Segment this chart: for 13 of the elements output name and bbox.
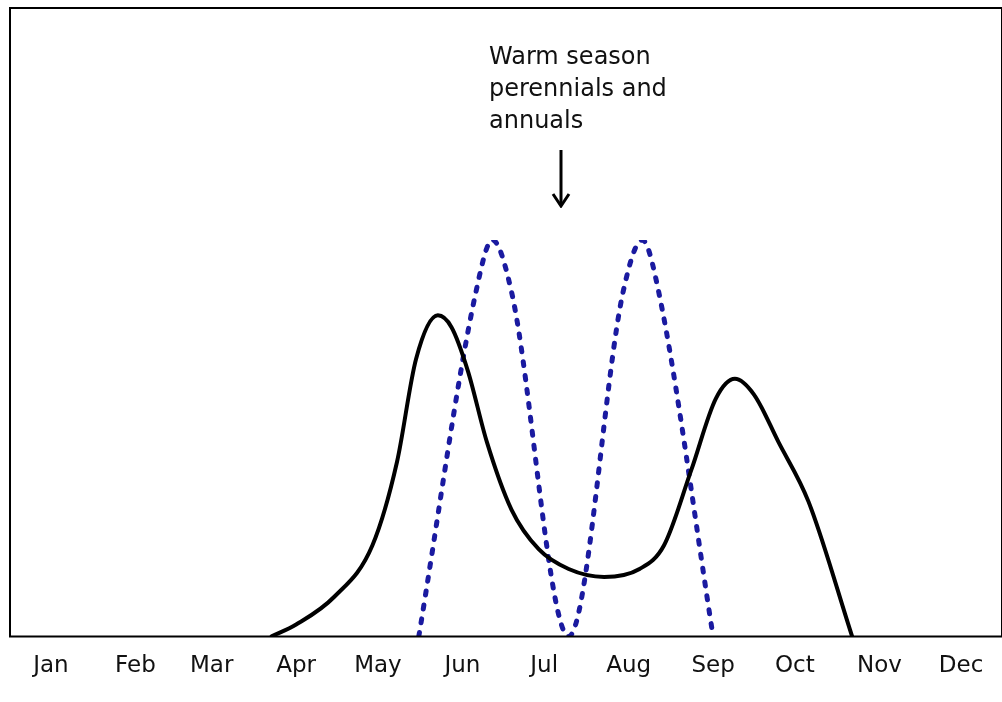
x-tick-label: Oct — [774, 651, 815, 678]
x-tick-label: Apr — [276, 651, 317, 678]
x-tick-label: Jun — [442, 651, 481, 678]
x-tick-label: Mar — [189, 651, 234, 678]
x-tick-label: Nov — [856, 651, 902, 678]
x-tick-label: Sep — [691, 651, 735, 678]
x-tick-label: Jan — [31, 651, 69, 678]
x-tick-label: Jul — [528, 651, 559, 678]
x-tick-label: Aug — [606, 651, 652, 678]
text: Warm season perennials and annuals — [489, 41, 668, 136]
x-tick-label: Dec — [938, 651, 984, 678]
x-tick-label: May — [354, 651, 402, 678]
x-tick-label: Feb — [115, 651, 156, 678]
